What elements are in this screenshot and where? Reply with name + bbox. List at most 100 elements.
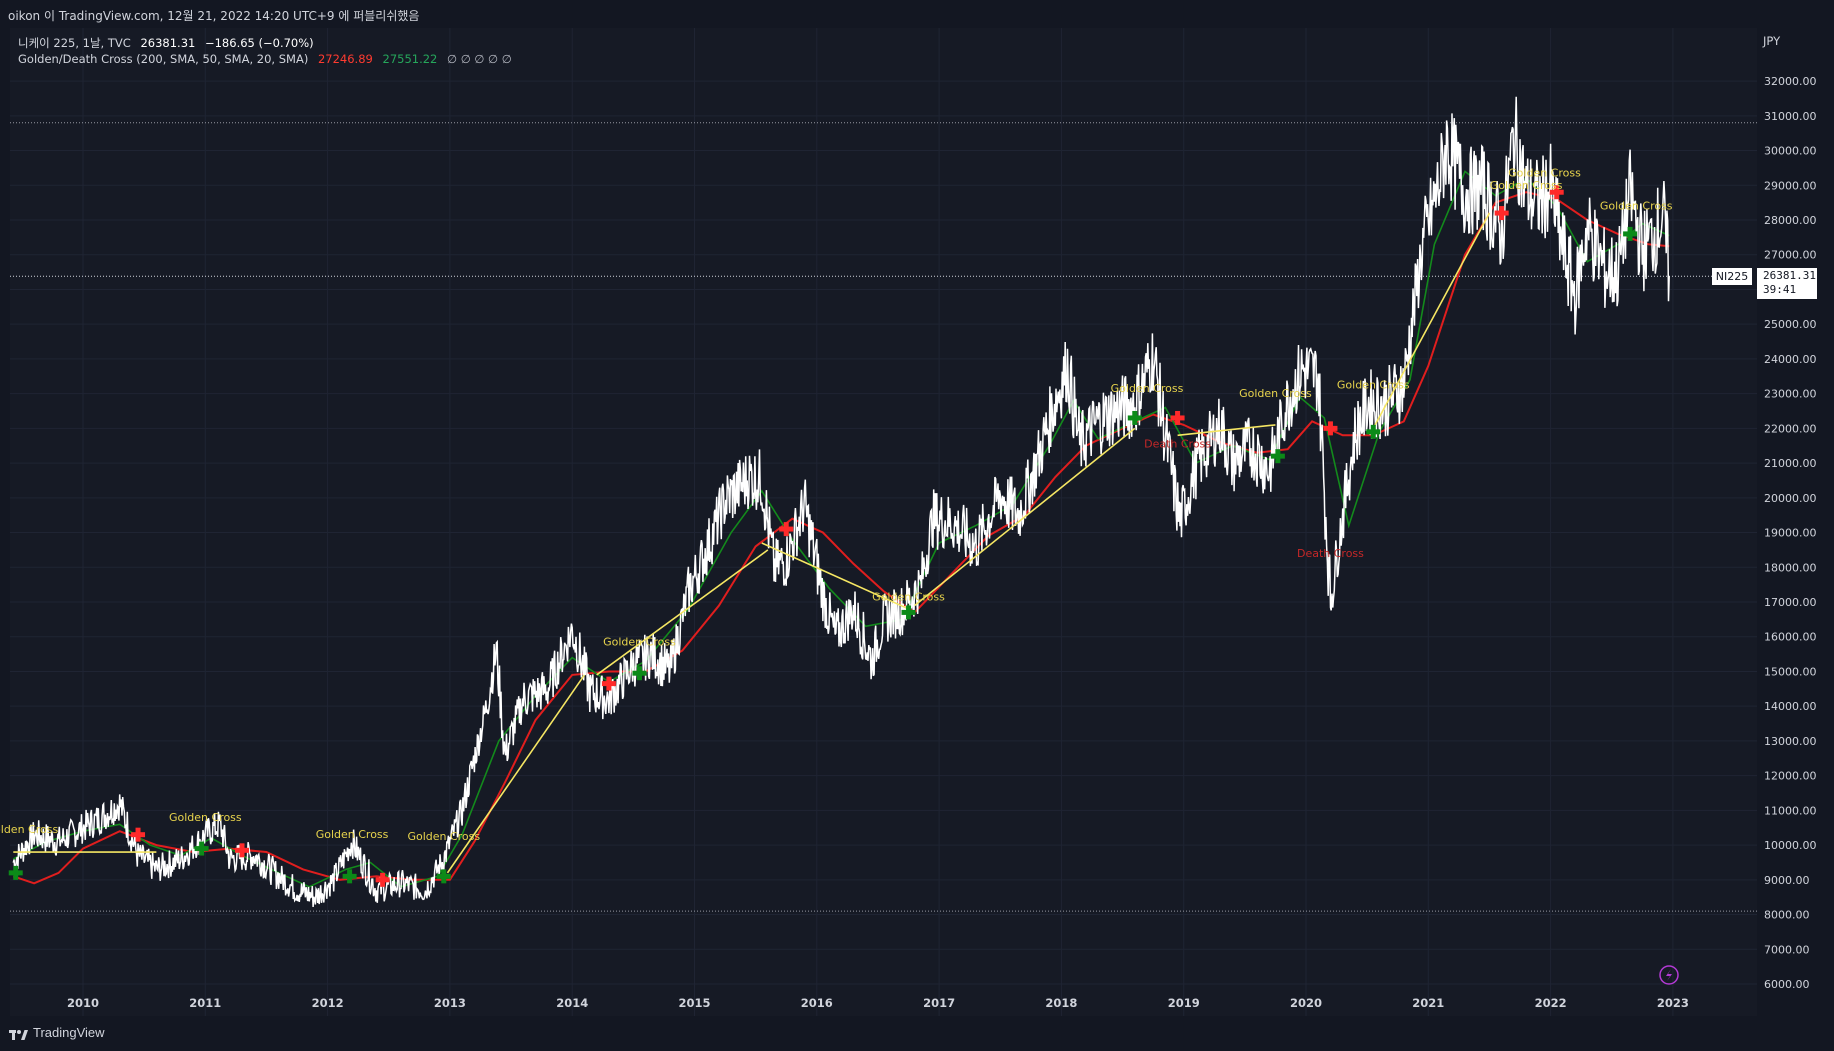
golden-cross-label: Golden Cross: [407, 830, 480, 843]
y-tick-label: 31000.00: [1764, 110, 1817, 123]
x-tick-label: 2017: [923, 996, 955, 1010]
last-price-tag: 26381.31 39:41: [1757, 268, 1817, 299]
y-tick-label: 20000.00: [1764, 492, 1817, 505]
golden-cross-label: Golden Cross: [1111, 382, 1184, 395]
slow-ma-line: [12, 191, 1670, 885]
golden-cross-label: Golden Cross: [1508, 167, 1581, 180]
death-cross-marker: [234, 843, 249, 858]
y-tick-label: 16000.00: [1764, 631, 1817, 644]
x-tick-label: 2014: [556, 996, 588, 1010]
trend-line: [761, 542, 909, 610]
golden-cross-marker: [436, 869, 451, 884]
y-tick-label: 13000.00: [1764, 735, 1817, 748]
golden-cross-marker: [1366, 424, 1381, 439]
x-tick-label: 2013: [434, 996, 466, 1010]
golden-cross-marker: [194, 841, 209, 856]
trend-line: [1372, 212, 1491, 429]
bar-countdown: 39:41: [1763, 283, 1797, 296]
x-tick-label: 2020: [1290, 996, 1322, 1010]
indicator-name: Golden/Death Cross (200, SMA, 50, SMA, 2…: [18, 52, 309, 66]
y-tick-label: 10000.00: [1764, 839, 1817, 852]
death-cross-marker: [601, 676, 616, 691]
footer-bar: [0, 1018, 1834, 1051]
fast-ma-line: [12, 170, 1670, 888]
golden-cross-marker: [1127, 410, 1142, 425]
y-tick-label: 29000.00: [1764, 179, 1817, 192]
trend-line: [596, 549, 769, 676]
lightning-bolt-shape: [1666, 969, 1672, 981]
x-tick-label: 2010: [67, 996, 99, 1010]
x-tick-label: 2023: [1657, 996, 1689, 1010]
lightning-icon: [1659, 965, 1679, 985]
x-tick-label: 2021: [1412, 996, 1444, 1010]
x-tick-label: 2019: [1168, 996, 1200, 1010]
y-tick-label: 9000.00: [1764, 874, 1810, 887]
symbol-tag: NI225: [1712, 268, 1752, 285]
y-tick-label: 23000.00: [1764, 388, 1817, 401]
y-tick-label: 12000.00: [1764, 770, 1817, 783]
price-line: [12, 96, 1670, 908]
y-tick-label: 30000.00: [1764, 145, 1817, 158]
golden-cross-label: Golden Cross: [0, 823, 58, 836]
y-tick-label: 27000.00: [1764, 249, 1817, 262]
death-cross-marker: [1494, 206, 1509, 221]
tradingview-brand[interactable]: TradingView: [33, 1025, 105, 1040]
golden-cross-label: Golden Cross: [603, 635, 676, 648]
indicator-legend[interactable]: Golden/Death Cross (200, SMA, 50, SMA, 2…: [18, 52, 518, 66]
death-cross-marker: [1549, 185, 1564, 200]
indicator-value-slow: 27246.89: [317, 52, 373, 66]
y-tick-label: 18000.00: [1764, 561, 1817, 574]
trend-line: [446, 674, 586, 874]
death-cross-label: Death Cross: [1297, 547, 1364, 560]
death-cross-marker: [1170, 410, 1185, 425]
golden-cross-marker: [342, 869, 357, 884]
x-tick-label: 2015: [678, 996, 710, 1010]
symbol-price: 26381.31: [140, 36, 196, 50]
golden-cross-label: Golden Cross: [1600, 200, 1673, 213]
currency-label: JPY: [1763, 34, 1781, 48]
y-tick-label: 32000.00: [1764, 75, 1817, 88]
publish-bar: oikon 이 TradingView.com, 12월 21, 2022 14…: [0, 0, 1834, 28]
golden-cross-marker: [8, 865, 23, 880]
symbol-legend[interactable]: 니케이 225, 1날, TVC 26381.31 −186.65 (−0.70…: [18, 35, 320, 51]
y-tick-label: 15000.00: [1764, 665, 1817, 678]
golden-cross-marker: [1623, 226, 1638, 241]
y-tick-label: 11000.00: [1764, 804, 1817, 817]
golden-cross-label: Golden Cross: [316, 828, 389, 841]
y-tick-label: 28000.00: [1764, 214, 1817, 227]
y-tick-label: 21000.00: [1764, 457, 1817, 470]
trend-line: [914, 427, 1136, 607]
x-tick-label: 2012: [312, 996, 344, 1010]
death-cross-marker: [375, 872, 390, 887]
y-tick-label: 8000.00: [1764, 909, 1810, 922]
golden-cross-label: Golden Cross: [872, 590, 945, 603]
x-tick-label: 2018: [1045, 996, 1077, 1010]
trend-line: [1177, 424, 1276, 437]
y-tick-label: 24000.00: [1764, 353, 1817, 366]
y-tick-label: 25000.00: [1764, 318, 1817, 331]
y-tick-label: 6000.00: [1764, 978, 1810, 991]
golden-cross-label: Golden Cross: [1490, 179, 1563, 192]
y-tick-label: 19000.00: [1764, 527, 1817, 540]
indicator-value-fast: 27551.22: [382, 52, 438, 66]
y-tick-label: 17000.00: [1764, 596, 1817, 609]
y-tick-label: 7000.00: [1764, 943, 1810, 956]
x-tick-label: 2022: [1535, 996, 1567, 1010]
golden-cross-label: Golden Cross: [1239, 387, 1312, 400]
golden-cross-label: Golden Cross: [169, 811, 242, 824]
death-cross-marker: [1323, 421, 1338, 436]
symbol-change: −186.65 (−0.70%): [204, 36, 314, 50]
publish-caption: oikon 이 TradingView.com, 12월 21, 2022 14…: [8, 9, 420, 23]
golden-cross-marker: [1270, 449, 1285, 464]
indicator-empty-values: ∅ ∅ ∅ ∅ ∅: [447, 52, 512, 66]
death-cross-marker: [131, 827, 146, 842]
y-tick-label: 22000.00: [1764, 422, 1817, 435]
death-cross-label: Death Cross: [1144, 437, 1211, 450]
x-tick-label: 2011: [189, 996, 221, 1010]
last-price-value: 26381.31: [1763, 269, 1816, 282]
symbol-name: 니케이 225, 1날, TVC: [18, 36, 131, 50]
golden-cross-marker: [632, 666, 647, 681]
tradingview-logo-icon[interactable]: [9, 1029, 29, 1041]
x-tick-label: 2016: [801, 996, 833, 1010]
